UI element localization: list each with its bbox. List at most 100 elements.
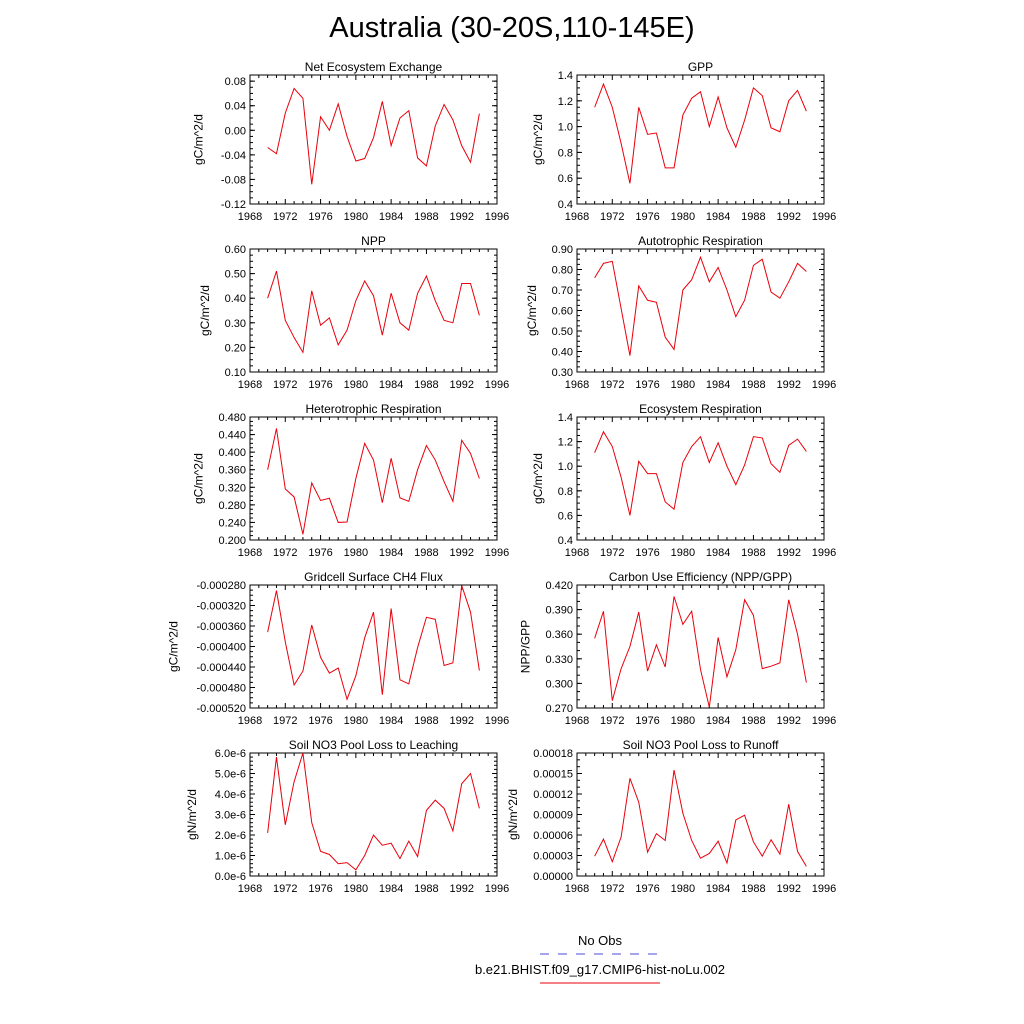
x-tick-label: 1972	[600, 211, 624, 223]
x-tick-label: 1984	[706, 883, 730, 895]
series-line	[594, 430, 807, 516]
x-tick-label: 1972	[273, 547, 297, 559]
y-tick-label: 0.20	[225, 342, 246, 354]
y-tick-label: 0.50	[225, 269, 246, 281]
x-tick-label: 1976	[308, 883, 332, 895]
y-tick-label: 0.480	[218, 412, 246, 424]
y-tick-label: 0.40	[552, 347, 573, 359]
x-tick-label: 1992	[449, 211, 473, 223]
y-tick-label: 0.30	[552, 367, 573, 379]
panel-gpp: 1968 1972 1976 1980 1984 1988 1992 1996 0.4 0.6 0.…	[531, 60, 836, 223]
series-line	[594, 255, 807, 356]
y-tick-label: 0.00012	[533, 789, 573, 801]
x-tick-label: 1996	[485, 715, 509, 727]
x-tick-label: 1972	[600, 715, 624, 727]
x-tick-label: 1972	[600, 883, 624, 895]
x-tick-label: 1988	[741, 211, 765, 223]
x-tick-label: 1984	[706, 211, 730, 223]
y-tick-label: 0.0e-6	[215, 871, 246, 883]
x-tick-label: 1980	[344, 883, 368, 895]
y-tick-label: -0.000320	[196, 601, 246, 613]
y-tick-label: 1.0	[558, 122, 573, 134]
x-tick-label: 1980	[344, 715, 368, 727]
y-tick-label: -0.08	[221, 174, 246, 186]
x-tick-label: 1988	[741, 715, 765, 727]
panel-title: Gridcell Surface CH4 Flux	[304, 570, 443, 584]
x-tick-label: 1968	[238, 883, 262, 895]
y-tick-label: 0.00003	[533, 851, 573, 863]
y-axis-label: gN/m^2/d	[185, 789, 199, 840]
y-tick-label: 0.00006	[533, 830, 573, 842]
x-tick-label: 1988	[741, 547, 765, 559]
y-tick-label: 1.0e-6	[215, 851, 246, 863]
y-axis-label: gC/m^2/d	[531, 114, 545, 165]
x-tick-label: 1996	[812, 211, 836, 223]
y-tick-label: 0.360	[218, 465, 246, 477]
x-tick-label: 1980	[344, 379, 368, 391]
x-tick-label: 1996	[485, 547, 509, 559]
y-tick-label: 0.80	[552, 265, 573, 277]
x-tick-label: 1972	[273, 883, 297, 895]
y-tick-label: -0.12	[221, 199, 246, 211]
x-tick-label: 1968	[565, 547, 589, 559]
series-line	[594, 82, 807, 184]
panel-soil-no3-pool-loss-to-leaching: 1968 1972 1976 1980 1984 1988 1992 1996 0.0e-6 1.…	[185, 738, 509, 895]
panel-npp: 1968 1972 1976 1980 1984 1988 1992 1996 0.10 0.20…	[198, 234, 509, 391]
x-tick-label: 1980	[344, 547, 368, 559]
x-tick-label: 1972	[273, 211, 297, 223]
panel-title: GPP	[688, 60, 713, 74]
series-line	[267, 270, 480, 354]
y-tick-label: 0.70	[552, 285, 573, 297]
y-tick-label: 0.400	[218, 447, 246, 459]
x-tick-label: 1980	[671, 715, 695, 727]
series-line	[267, 428, 480, 535]
y-tick-label: 0.4	[558, 535, 573, 547]
x-tick-label: 1992	[776, 547, 800, 559]
x-tick-label: 1976	[308, 547, 332, 559]
y-tick-label: 1.0	[558, 461, 573, 473]
y-tick-label: 0.50	[552, 326, 573, 338]
x-tick-label: 1996	[812, 547, 836, 559]
y-tick-label: 0.00000	[533, 871, 573, 883]
panel-net-ecosystem-exchange: 1968 1972 1976 1980 1984 1988 1992 1996 -0.12 -0.…	[192, 60, 510, 223]
y-tick-label: -0.000440	[196, 662, 246, 674]
x-tick-label: 1984	[379, 547, 403, 559]
y-tick-label: 1.2	[558, 96, 573, 108]
y-tick-label: 0.10	[225, 367, 246, 379]
x-tick-label: 1992	[776, 379, 800, 391]
x-tick-label: 1976	[635, 715, 659, 727]
y-tick-label: 0.60	[552, 306, 573, 318]
x-tick-label: 1976	[308, 379, 332, 391]
x-tick-label: 1968	[238, 547, 262, 559]
y-tick-label: 0.00018	[533, 748, 573, 760]
x-tick-label: 1988	[741, 883, 765, 895]
series-line	[267, 585, 480, 701]
x-tick-label: 1996	[812, 379, 836, 391]
x-tick-label: 1984	[379, 883, 403, 895]
x-tick-label: 1988	[414, 883, 438, 895]
y-tick-label: 0.240	[218, 517, 246, 529]
x-tick-label: 1976	[308, 715, 332, 727]
y-tick-label: 0.6	[558, 510, 573, 522]
series-line	[267, 752, 480, 871]
y-tick-label: 3.0e-6	[215, 810, 246, 822]
y-tick-label: 0.440	[218, 430, 246, 442]
y-tick-label: 4.0e-6	[215, 789, 246, 801]
panel-heterotrophic-respiration: 1968 1972 1976 1980 1984 1988 1992 1996 0.200 0.2…	[192, 402, 510, 559]
x-tick-label: 1984	[706, 715, 730, 727]
y-axis-label: gC/m^2/d	[525, 285, 539, 336]
y-tick-label: 0.8	[558, 147, 573, 159]
y-tick-label: 0.390	[545, 605, 573, 617]
x-tick-label: 1992	[449, 883, 473, 895]
x-tick-label: 1980	[671, 211, 695, 223]
y-tick-label: 0.90	[552, 244, 573, 256]
y-tick-label: 0.00015	[533, 769, 573, 781]
x-tick-label: 1972	[600, 547, 624, 559]
y-tick-label: 0.4	[558, 199, 573, 211]
x-tick-label: 1996	[485, 379, 509, 391]
x-tick-label: 1992	[449, 379, 473, 391]
x-tick-label: 1992	[449, 547, 473, 559]
legend-model-label: b.e21.BHIST.f09_g17.CMIP6-hist-noLu.002	[474, 962, 726, 977]
x-tick-label: 1988	[741, 379, 765, 391]
